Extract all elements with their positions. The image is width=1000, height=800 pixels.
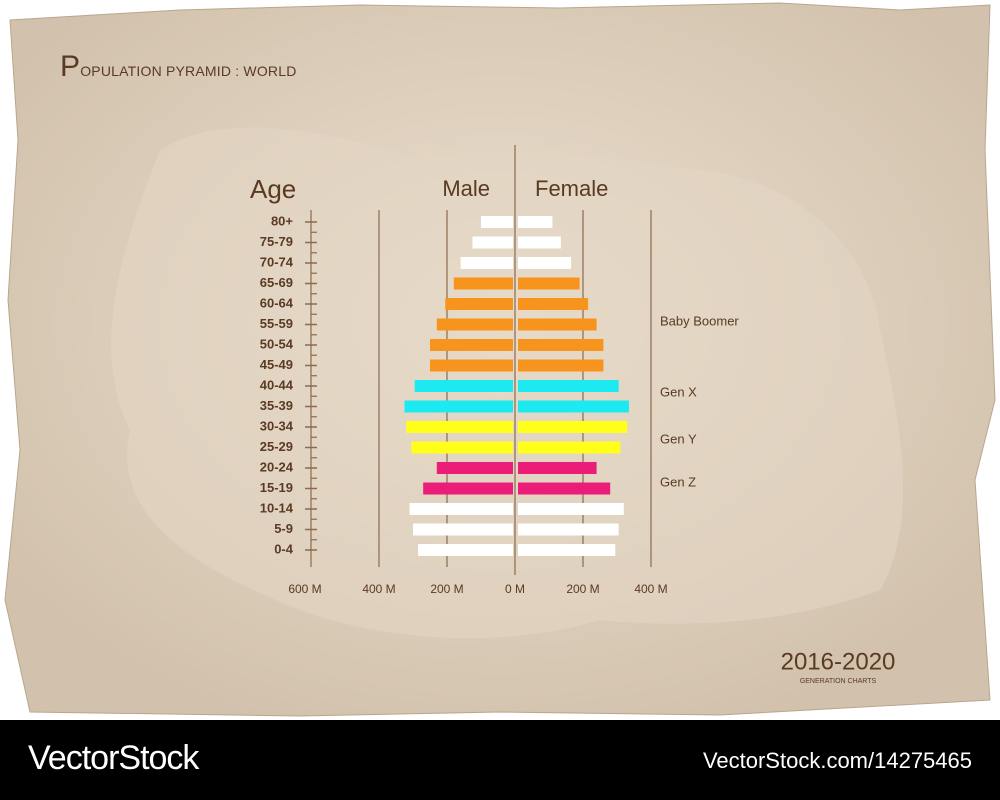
annotation: Gen X <box>660 384 697 399</box>
bar <box>460 257 513 269</box>
x-tick-label: 400 M <box>634 582 667 596</box>
female-header: Female <box>535 176 608 201</box>
y-tick-label: 40-44 <box>260 377 294 392</box>
y-tick-label: 80+ <box>271 213 293 228</box>
bar <box>418 544 513 556</box>
bar <box>406 421 513 433</box>
bar <box>404 400 513 413</box>
bar <box>518 482 611 495</box>
period-caption: GENERATION CHARTS <box>800 678 877 685</box>
bar <box>518 236 561 249</box>
footer <box>0 720 1000 800</box>
y-tick-label: 60-64 <box>260 295 294 310</box>
bar <box>411 441 513 454</box>
bar <box>413 523 513 536</box>
x-tick-label: 200 M <box>430 582 463 596</box>
annotation: Gen Z <box>660 474 696 489</box>
axis-title: Age <box>250 174 296 204</box>
y-tick-label: 5-9 <box>274 521 293 536</box>
x-tick-label: 400 M <box>362 582 395 596</box>
y-tick-label: 55-59 <box>260 316 293 331</box>
bar <box>414 380 513 392</box>
bar <box>518 421 628 433</box>
y-tick-label: 15-19 <box>260 480 293 495</box>
bar <box>430 339 513 351</box>
y-tick-label: 70-74 <box>260 254 294 269</box>
y-tick-label: 50-54 <box>260 336 294 351</box>
bar <box>472 236 513 249</box>
bar <box>518 380 619 392</box>
y-tick-label: 75-79 <box>260 234 293 249</box>
bar <box>518 277 580 290</box>
bar <box>423 482 513 495</box>
y-tick-label: 45-49 <box>260 357 293 372</box>
watermark-brand: VectorStock <box>28 739 200 777</box>
bar <box>430 359 513 372</box>
bar <box>518 359 604 372</box>
chart-title: POPULATION PYRAMID : WORLD <box>60 50 297 83</box>
y-tick-label: 0-4 <box>274 541 294 556</box>
bar <box>518 400 629 413</box>
bar <box>481 216 513 228</box>
y-tick-label: 20-24 <box>260 459 294 474</box>
y-tick-label: 10-14 <box>260 500 294 515</box>
bar <box>518 462 597 474</box>
bar <box>518 318 597 331</box>
x-tick-label: 0 M <box>505 582 525 596</box>
y-tick-label: 30-34 <box>260 418 294 433</box>
x-tick-label: 200 M <box>566 582 599 596</box>
bar <box>453 277 513 290</box>
bar <box>409 503 513 515</box>
x-tick-label: 600 M <box>288 582 321 596</box>
bar <box>518 339 604 351</box>
bar <box>518 298 589 310</box>
y-tick-label: 25-29 <box>260 439 293 454</box>
bar <box>518 523 619 536</box>
y-tick-label: 65-69 <box>260 275 293 290</box>
male-header: Male <box>442 176 490 201</box>
period: 2016-2020 <box>781 648 896 675</box>
bar <box>518 257 572 269</box>
bar <box>445 298 513 310</box>
annotation: Gen Y <box>660 431 697 446</box>
watermark-url: VectorStock.com/14275465 <box>703 748 972 773</box>
bar <box>436 318 513 331</box>
bar <box>518 503 624 515</box>
annotation: Baby Boomer <box>660 313 739 328</box>
y-tick-label: 35-39 <box>260 398 293 413</box>
bar <box>518 216 553 228</box>
bar <box>518 544 616 556</box>
bar <box>436 462 513 474</box>
bar <box>518 441 621 454</box>
